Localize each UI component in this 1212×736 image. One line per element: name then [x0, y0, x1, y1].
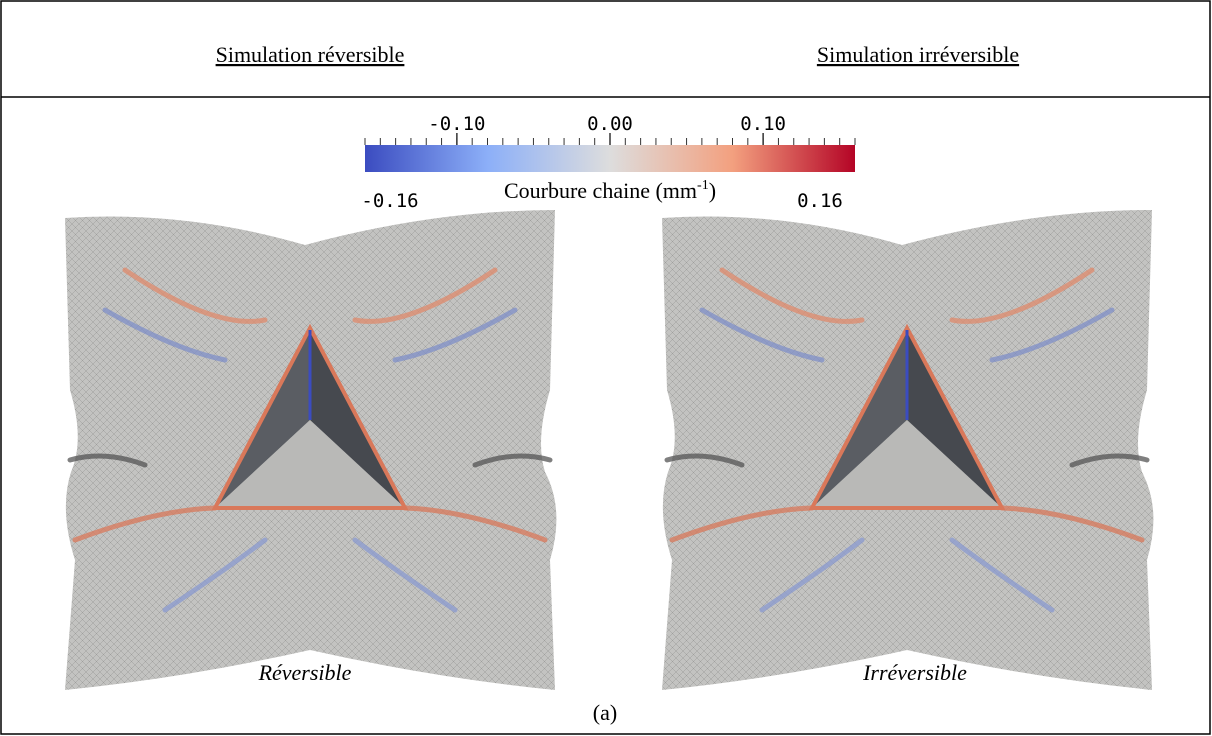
tick-label: 0.10 — [740, 113, 786, 135]
colorbar: -0.10 0.00 0.10 -0.16 0.16 — [361, 113, 856, 212]
colorbar-gradient — [365, 145, 855, 172]
panel-label: Réversible — [258, 660, 352, 685]
tick-label: -0.10 — [428, 113, 485, 135]
reversible-simulation — [65, 210, 556, 690]
tick-label: 0.00 — [587, 113, 633, 135]
colorbar-label: Courbure chaine (mm — [504, 178, 697, 203]
caption: (a) — [593, 700, 617, 725]
colorbar-exponent: -1 — [697, 178, 709, 193]
header-right: Simulation irréversible — [817, 42, 1019, 67]
colorbar-title: Courbure chaine (mm-1) — [504, 178, 716, 203]
colorbar-label-end: ) — [709, 178, 716, 203]
range-max-label: 0.16 — [797, 190, 843, 212]
panel-label: Irréversible — [862, 660, 967, 685]
header-left: Simulation réversible — [216, 42, 405, 67]
range-min-label: -0.16 — [361, 190, 418, 212]
irreversible-simulation — [662, 210, 1153, 690]
